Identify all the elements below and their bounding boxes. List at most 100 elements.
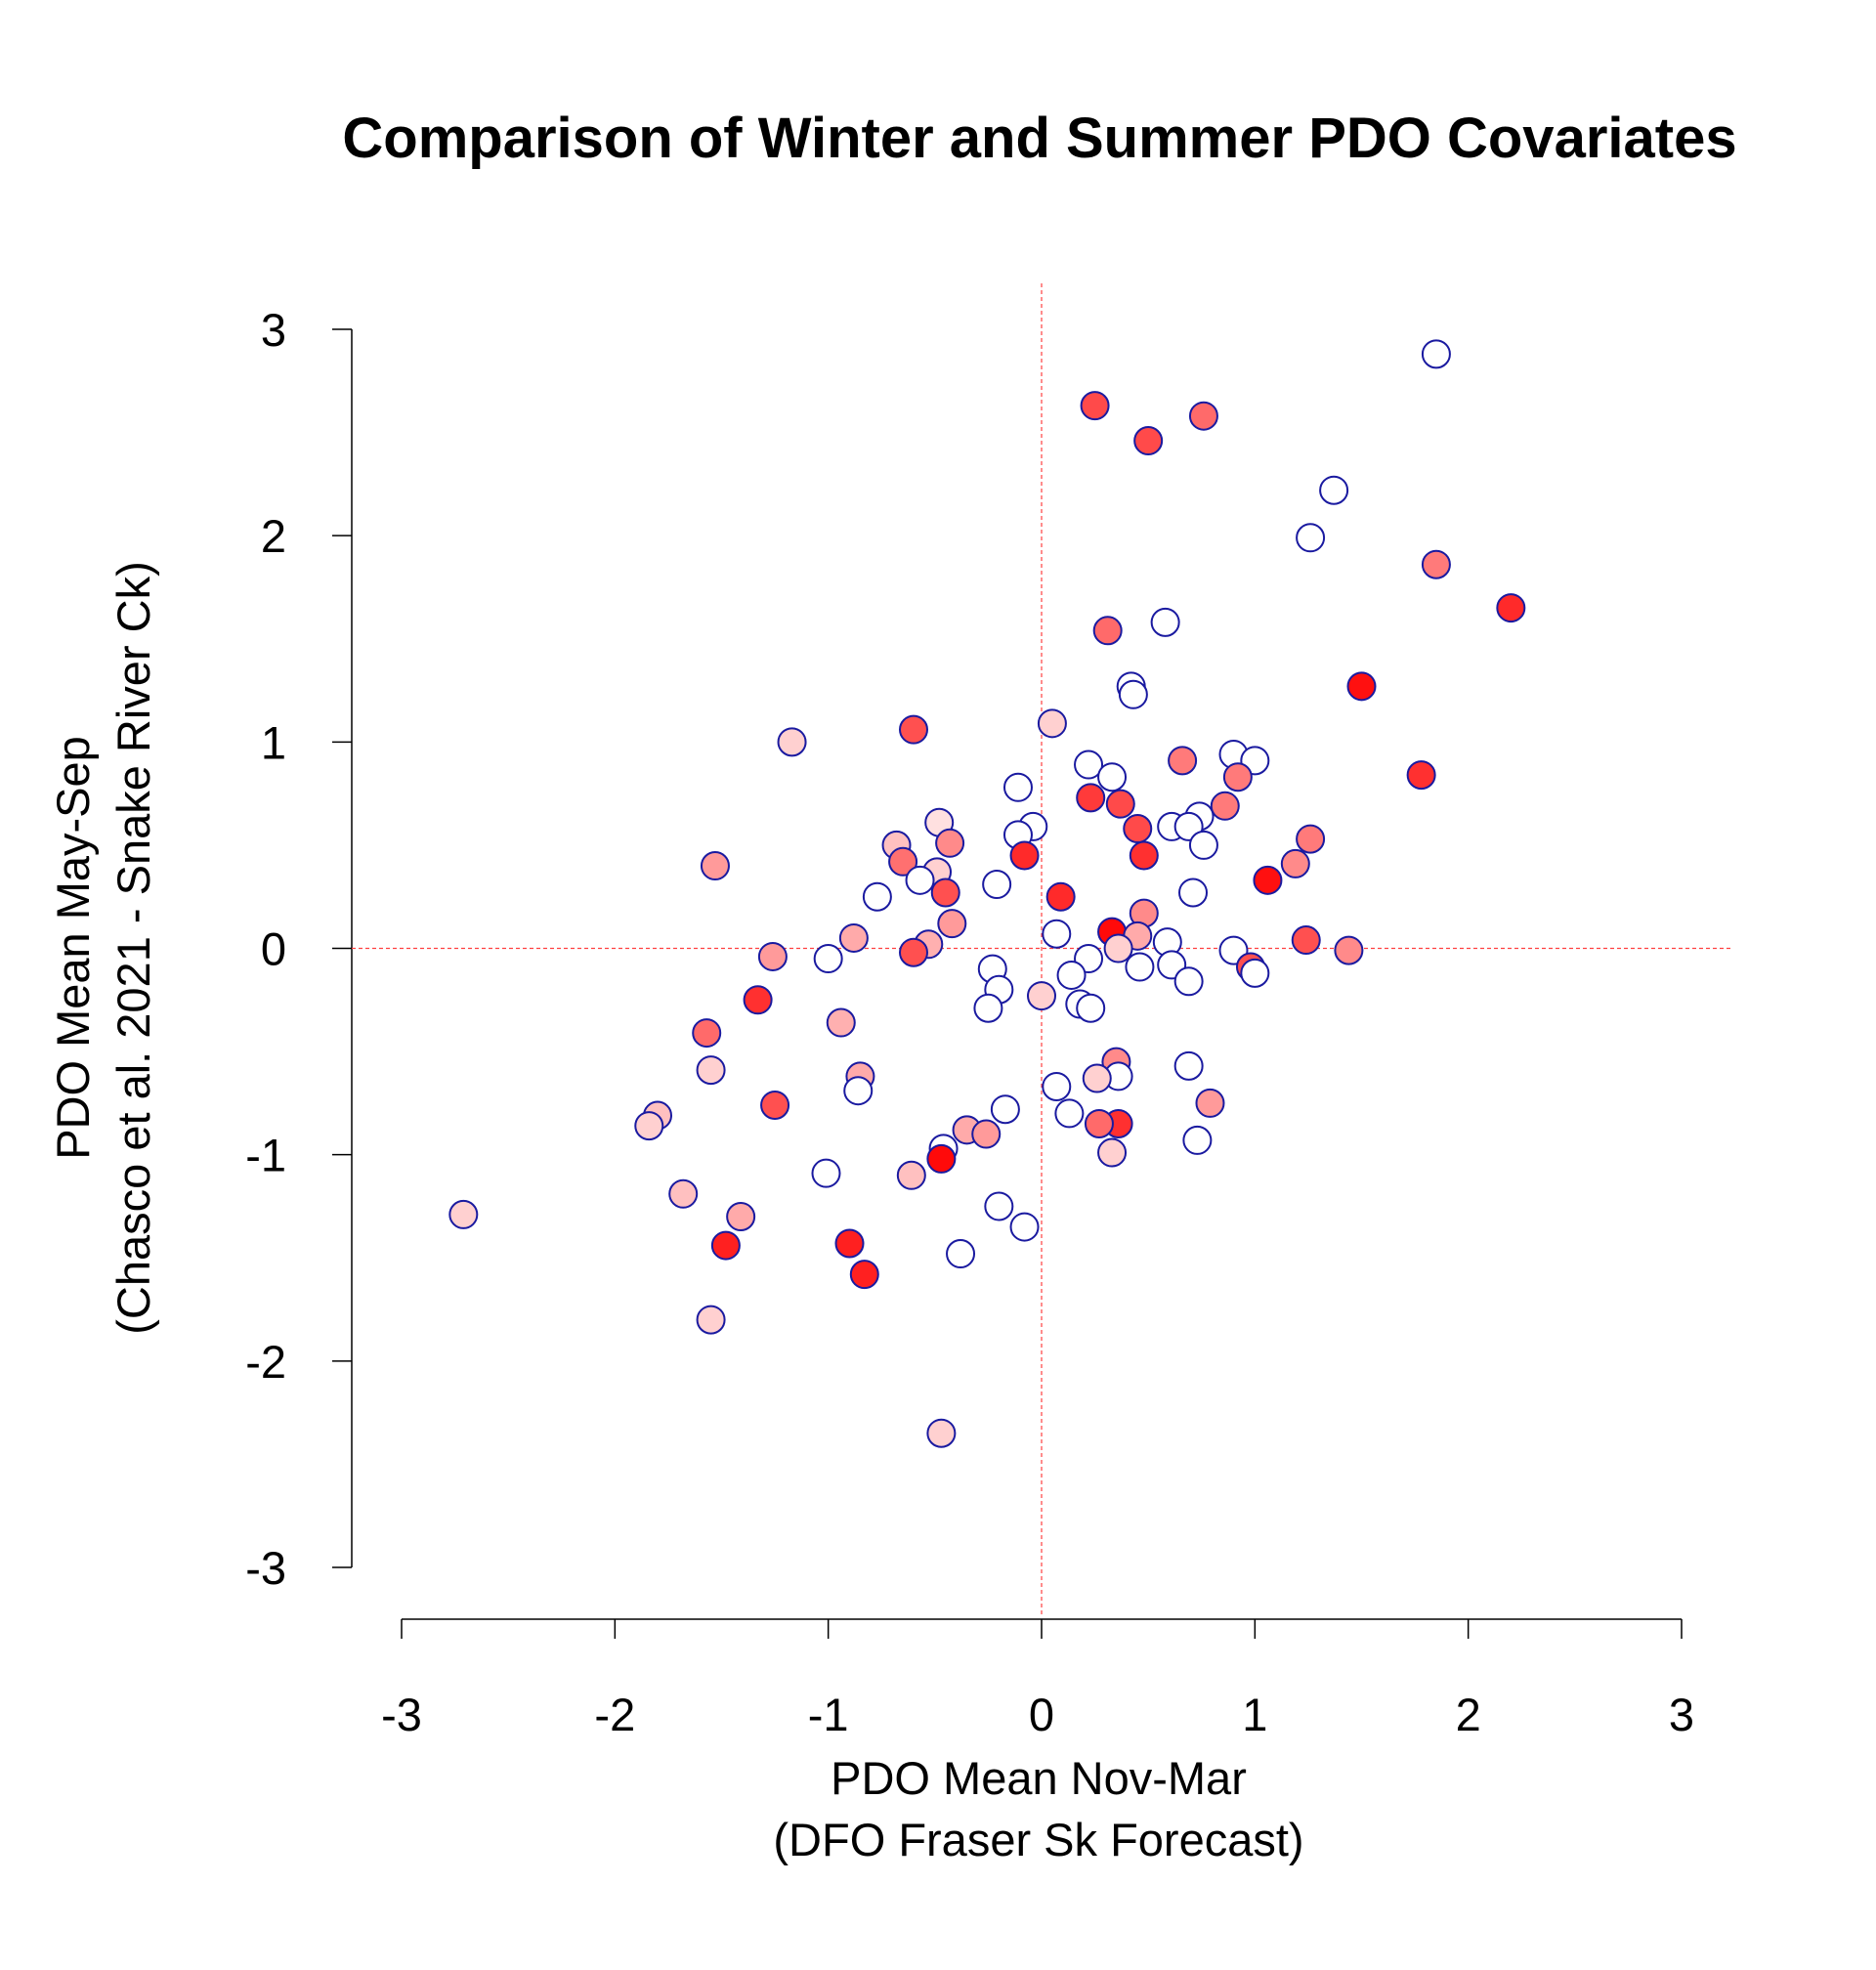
data-point xyxy=(896,1160,926,1190)
data-point xyxy=(634,1111,664,1141)
data-point xyxy=(1105,789,1135,819)
data-point xyxy=(984,1191,1014,1221)
data-point xyxy=(843,1076,874,1106)
data-point xyxy=(1182,1125,1213,1155)
data-point xyxy=(777,727,807,757)
y-tick-label: 3 xyxy=(261,304,286,356)
y-axis-title-line1: PDO Mean May-Sep xyxy=(47,736,99,1160)
data-point xyxy=(668,1178,699,1209)
data-point xyxy=(1125,952,1155,982)
data-point xyxy=(1080,391,1110,421)
data-point xyxy=(1296,523,1326,553)
y-axis-title-line2: (Chasco et al. 2021 - Snake River Ck) xyxy=(107,561,159,1335)
data-point xyxy=(937,909,967,939)
data-point xyxy=(899,714,928,745)
data-point xyxy=(1084,1108,1114,1138)
x-tick-label: 1 xyxy=(1242,1689,1267,1740)
reference-lines xyxy=(352,283,1732,1617)
data-point xyxy=(1009,840,1040,871)
data-point xyxy=(696,1305,726,1335)
data-point xyxy=(1042,1071,1072,1101)
data-point xyxy=(834,1228,865,1259)
data-point xyxy=(1150,607,1180,637)
data-point xyxy=(935,828,965,858)
y-tick-label: -1 xyxy=(245,1130,286,1181)
data-point xyxy=(849,1260,879,1290)
y-tick-label: -3 xyxy=(245,1542,286,1594)
data-point xyxy=(1082,1063,1112,1093)
data-point xyxy=(1097,1137,1128,1168)
data-point xyxy=(838,922,869,953)
x-tick-label: -1 xyxy=(808,1689,849,1740)
data-point xyxy=(1280,848,1310,878)
data-point xyxy=(1421,339,1451,369)
data-point xyxy=(1173,1050,1204,1081)
x-tick-label: 0 xyxy=(1029,1689,1054,1740)
data-point xyxy=(1002,772,1033,802)
data-point xyxy=(1188,401,1218,431)
data-point xyxy=(926,1143,957,1174)
data-point xyxy=(1222,762,1253,792)
data-point xyxy=(990,1094,1020,1125)
data-point xyxy=(696,1055,726,1086)
data-point xyxy=(1118,679,1148,709)
data-point xyxy=(1123,814,1153,844)
data-point xyxy=(1178,878,1209,908)
data-point xyxy=(1056,960,1087,990)
data-point xyxy=(726,1202,756,1232)
data-point xyxy=(1129,840,1159,871)
x-tick-label: 2 xyxy=(1456,1689,1481,1740)
data-point xyxy=(448,1199,479,1229)
x-axis-title-line1: PDO Mean Nov-Mar xyxy=(831,1752,1247,1804)
data-point xyxy=(743,985,773,1015)
x-tick-label: -2 xyxy=(594,1689,635,1740)
data-point xyxy=(1195,1088,1225,1118)
x-tick-label: 3 xyxy=(1669,1689,1694,1740)
data-point xyxy=(692,1018,722,1049)
data-point xyxy=(899,937,928,967)
data-point xyxy=(1054,1098,1085,1129)
data-point xyxy=(826,1007,856,1038)
data-point xyxy=(1074,749,1104,780)
data-point xyxy=(1168,746,1198,776)
data-point xyxy=(1133,426,1164,456)
data-point xyxy=(862,881,892,912)
data-point xyxy=(1406,760,1436,791)
y-tick-label: 1 xyxy=(261,716,286,768)
data-point xyxy=(1042,919,1072,949)
data-point xyxy=(1045,881,1076,912)
x-tick-label: -3 xyxy=(381,1689,422,1740)
data-point xyxy=(1253,865,1283,895)
chart-title: Comparison of Winter and Summer PDO Cova… xyxy=(342,107,1736,170)
data-point xyxy=(1240,958,1270,988)
data-point xyxy=(1009,1212,1040,1242)
data-point xyxy=(710,1230,741,1261)
data-point xyxy=(1103,933,1133,964)
data-point xyxy=(1421,549,1451,579)
y-axis: -3 -2 -1 0 1 2 3 xyxy=(245,304,353,1594)
data-point xyxy=(757,941,788,971)
x-axis: -3 -2 -1 0 1 2 3 xyxy=(381,1618,1694,1740)
data-point xyxy=(1346,671,1377,702)
data-point xyxy=(1210,791,1240,821)
data-point xyxy=(1296,824,1326,854)
data-point xyxy=(1188,830,1218,860)
data-point xyxy=(1092,616,1123,646)
data-point xyxy=(1037,708,1067,739)
data-point xyxy=(888,846,918,877)
data-point xyxy=(700,851,730,881)
data-point xyxy=(973,993,1003,1023)
data-point xyxy=(1097,762,1128,792)
data-point xyxy=(811,1158,841,1188)
data-point xyxy=(1291,925,1321,956)
data-point xyxy=(930,878,960,908)
data-point xyxy=(971,1119,1002,1149)
data-point xyxy=(1027,981,1056,1011)
x-axis-title-line2: (DFO Fraser Sk Forecast) xyxy=(773,1814,1303,1865)
y-tick-label: -2 xyxy=(245,1336,286,1388)
data-point xyxy=(1076,993,1106,1023)
y-tick-label: 2 xyxy=(261,510,286,562)
data-point xyxy=(905,865,935,895)
data-point xyxy=(982,870,1012,900)
